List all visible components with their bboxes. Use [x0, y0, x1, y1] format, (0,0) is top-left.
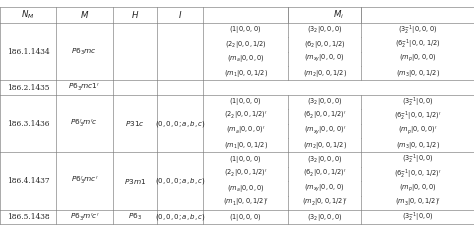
Text: $(m_{xy}|0, 0, 0)$: $(m_{xy}|0, 0, 0)$ [304, 53, 345, 64]
Text: $(m_3|0, 0, 1/2)$: $(m_3|0, 0, 1/2)$ [396, 68, 439, 79]
Text: $(1|0, 0, 0)$: $(1|0, 0, 0)$ [229, 96, 262, 107]
Text: $P6_3$: $P6_3$ [128, 212, 142, 222]
Text: $(3_2^{-1}|0, 0)$: $(3_2^{-1}|0, 0)$ [401, 95, 434, 109]
Text: $(3_2|0, 0, 0)$: $(3_2|0, 0, 0)$ [307, 212, 343, 223]
Text: $P6_3m'c'$: $P6_3m'c'$ [70, 212, 99, 223]
Text: $(2_2|0, 0, 1/2)'$: $(2_2|0, 0, 1/2)'$ [224, 168, 267, 180]
Text: $(6_2|0, 0, 1/2)$: $(6_2|0, 0, 1/2)$ [304, 39, 346, 50]
Text: $(6_2|0, 0, 1/2)'$: $(6_2|0, 0, 1/2)'$ [303, 168, 346, 180]
Text: $P6_3'mc'$: $P6_3'mc'$ [71, 175, 98, 187]
Text: $(2_2|0, 0, 1/2)$: $(2_2|0, 0, 1/2)$ [225, 39, 266, 50]
Text: $(m_2|0, 0, 1/2)$: $(m_2|0, 0, 1/2)$ [303, 140, 346, 151]
Text: $P6_3mc1'$: $P6_3mc1'$ [68, 82, 100, 93]
Text: $(6_2|0, 0, 1/2)'$: $(6_2|0, 0, 1/2)'$ [303, 110, 346, 122]
Text: $(1|0, 0, 0)$: $(1|0, 0, 0)$ [229, 154, 262, 165]
Text: 186.4.1437: 186.4.1437 [7, 177, 49, 185]
Text: $I$: $I$ [178, 9, 182, 20]
Text: $(m_3|0, 0, 1/2)$: $(m_3|0, 0, 1/2)$ [396, 140, 439, 151]
Text: $P31c$: $P31c$ [125, 119, 145, 128]
Text: $(3_2^{-1}|0, 0, 0)$: $(3_2^{-1}|0, 0, 0)$ [398, 23, 438, 37]
Text: 186.2.1435: 186.2.1435 [7, 84, 49, 92]
Text: 186.5.1438: 186.5.1438 [7, 213, 49, 221]
Text: $P6_3mc$: $P6_3mc$ [72, 46, 97, 57]
Text: $(2_2|0, 0, 1/2)'$: $(2_2|0, 0, 1/2)'$ [224, 110, 267, 122]
Text: $(m_a|0, 0, 0)$: $(m_a|0, 0, 0)$ [227, 53, 264, 64]
Text: $(m_{xy}|0, 0, 0)$: $(m_{xy}|0, 0, 0)$ [304, 183, 345, 194]
Text: $M$: $M$ [80, 9, 89, 20]
Text: $P6_3'm'c$: $P6_3'm'c$ [71, 117, 98, 130]
Text: $(6_2^{-1}|0, 0, 1/2)'$: $(6_2^{-1}|0, 0, 1/2)'$ [394, 167, 441, 181]
Text: $(3_2|0, 0, 0)$: $(3_2|0, 0, 0)$ [307, 25, 343, 35]
Text: $(3_2^{-1}|0, 0)$: $(3_2^{-1}|0, 0)$ [401, 153, 434, 166]
Text: $(3_2^{-1}|0, 0)$: $(3_2^{-1}|0, 0)$ [401, 211, 434, 224]
Text: $(m_1|0, 0, 1/2)$: $(m_1|0, 0, 1/2)$ [224, 68, 267, 79]
Text: $(m_p|0, 0, 0)'$: $(m_p|0, 0, 0)'$ [398, 125, 438, 137]
Text: $(m_{xy}|0, 0, 0)'$: $(m_{xy}|0, 0, 0)'$ [303, 125, 346, 137]
Text: $(6_2^{-1}|0, 0, 1/2)'$: $(6_2^{-1}|0, 0, 1/2)'$ [394, 110, 441, 123]
Text: $P3m1$: $P3m1$ [124, 177, 146, 186]
Text: $(m_2|0, 0, 1/2)$: $(m_2|0, 0, 1/2)$ [303, 68, 346, 79]
Text: $(0, 0, 0; a, b, c)$: $(0, 0, 0; a, b, c)$ [155, 212, 206, 222]
Text: 186.1.1434: 186.1.1434 [7, 48, 49, 56]
Text: $(1|0, 0, 0)$: $(1|0, 0, 0)$ [229, 25, 262, 35]
Text: $(1|0, 0, 0)$: $(1|0, 0, 0)$ [229, 212, 262, 223]
Text: $(m_1|0, 0, 1/2)$: $(m_1|0, 0, 1/2)$ [224, 140, 267, 151]
Text: $(3_2|0, 0, 0)$: $(3_2|0, 0, 0)$ [307, 96, 343, 107]
Text: $(m_1|0, 0, 1/2)'$: $(m_1|0, 0, 1/2)'$ [223, 197, 268, 209]
Text: $(m_p|0, 0, 0)$: $(m_p|0, 0, 0)$ [399, 53, 437, 64]
Text: $(m_a|0, 0, 0)$: $(m_a|0, 0, 0)$ [227, 183, 264, 194]
Text: $H$: $H$ [131, 9, 139, 20]
Text: $(m_3|0, 0, 1/2)'$: $(m_3|0, 0, 1/2)'$ [395, 197, 440, 209]
Text: $(6_2^{-1}|0, 0, 1/2)$: $(6_2^{-1}|0, 0, 1/2)$ [395, 38, 440, 51]
Text: $(3_2|0, 0, 0)$: $(3_2|0, 0, 0)$ [307, 154, 343, 165]
Text: $(0, 0, 0; a, b, c)$: $(0, 0, 0; a, b, c)$ [155, 176, 206, 186]
Text: $(0, 0, 0; a, b, c)$: $(0, 0, 0; a, b, c)$ [155, 119, 206, 128]
Text: $(m_a|0, 0, 0)'$: $(m_a|0, 0, 0)'$ [226, 125, 265, 137]
Text: 186.3.1436: 186.3.1436 [7, 120, 49, 128]
Text: $(m_p|0, 0, 0)$: $(m_p|0, 0, 0)$ [399, 183, 437, 194]
Text: $(m_2|0, 0, 1/2)'$: $(m_2|0, 0, 1/2)'$ [302, 197, 347, 209]
Text: $M_i$: $M_i$ [333, 8, 344, 21]
Text: $N_M$: $N_M$ [21, 8, 35, 21]
